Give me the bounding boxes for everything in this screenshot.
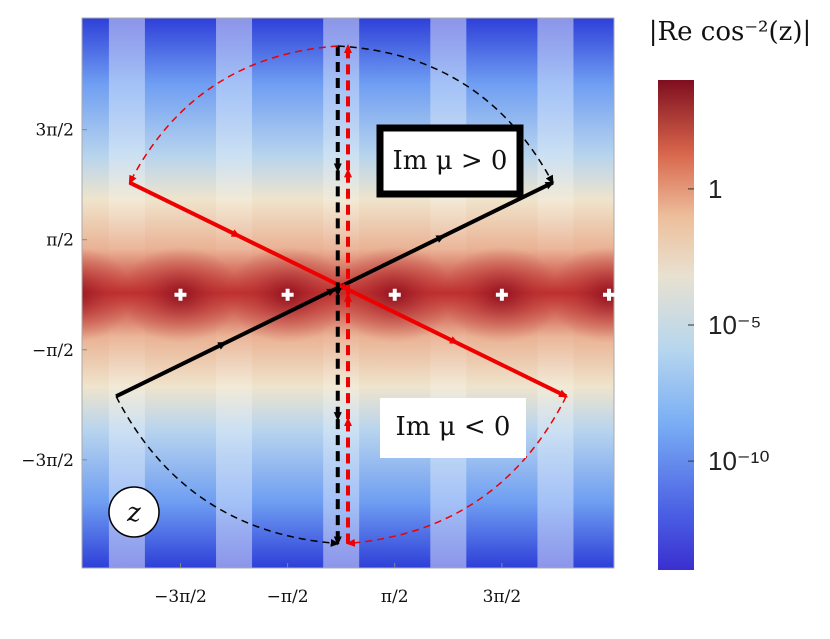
red-dashed-arc-lower [346, 396, 567, 547]
black-solid-line [115, 180, 555, 399]
black-solid-line-segment [333, 234, 446, 292]
pole-marker [67, 288, 80, 301]
pole-marker [603, 288, 616, 301]
annotation-im-mu-negative-text: Im μ < 0 [396, 412, 511, 442]
x-tick-label: 3π/2 [483, 587, 522, 607]
x-tick-label: π/2 [381, 587, 409, 607]
colorbar: |Re cos⁻²(z)| 1 10⁻⁵ 10⁻¹⁰ [649, 17, 811, 570]
red-solid-line [128, 180, 569, 399]
heatmap-field [2, 18, 614, 568]
heatmap-stripe [2, 18, 38, 568]
black-solid-line-segment [442, 180, 555, 238]
black-dashed-arc-lower [115, 396, 340, 547]
red-solid-line-segment [128, 180, 241, 238]
pole-marker [174, 288, 187, 301]
pole-glow [549, 246, 614, 343]
y-tick-label: −π/2 [32, 341, 74, 361]
x-tick-label: −π/2 [267, 587, 309, 607]
y-tick-label: 3π/2 [35, 121, 74, 141]
contour-paths [115, 44, 569, 547]
colorbar-ticks: 1 10⁻⁵ 10⁻¹⁰ [688, 174, 770, 476]
annotation-im-mu-positive-text: Im μ > 0 [393, 146, 508, 176]
pole-marker [281, 288, 294, 301]
red-solid-line-segment [456, 341, 569, 399]
annotation-im-mu-positive: Im μ > 0 [376, 124, 524, 198]
plane-label-text: z [126, 498, 141, 528]
plane-label: z [108, 486, 160, 538]
y-tick-label: −3π/2 [21, 451, 74, 471]
colorbar-tick-label: 10⁻¹⁰ [708, 446, 770, 476]
x-tick-label: −3π/2 [154, 587, 207, 607]
annotation-im-mu-negative: Im μ < 0 [380, 398, 526, 458]
pole-glow [82, 247, 134, 343]
red-solid-line-segment [237, 234, 350, 292]
pole-marker [388, 288, 401, 301]
black-solid-line-segment [224, 287, 337, 345]
black-dashed-arc-upper [337, 45, 554, 185]
colorbar-title: |Re cos⁻²(z)| [649, 17, 811, 47]
y-tick-label: π/2 [46, 231, 74, 251]
colorbar-tick-label: 10⁻⁵ [708, 310, 761, 340]
red-solid-line-segment [347, 287, 459, 345]
y-axis: 3π/2 π/2 −π/2 −3π/2 [21, 121, 87, 471]
pole-markers [67, 288, 616, 301]
pole-marker [495, 288, 508, 301]
x-axis: −3π/2 −π/2 π/2 3π/2 [154, 563, 521, 607]
black-solid-line-segment [115, 341, 228, 399]
colorbar-tick-label: 1 [708, 174, 722, 204]
